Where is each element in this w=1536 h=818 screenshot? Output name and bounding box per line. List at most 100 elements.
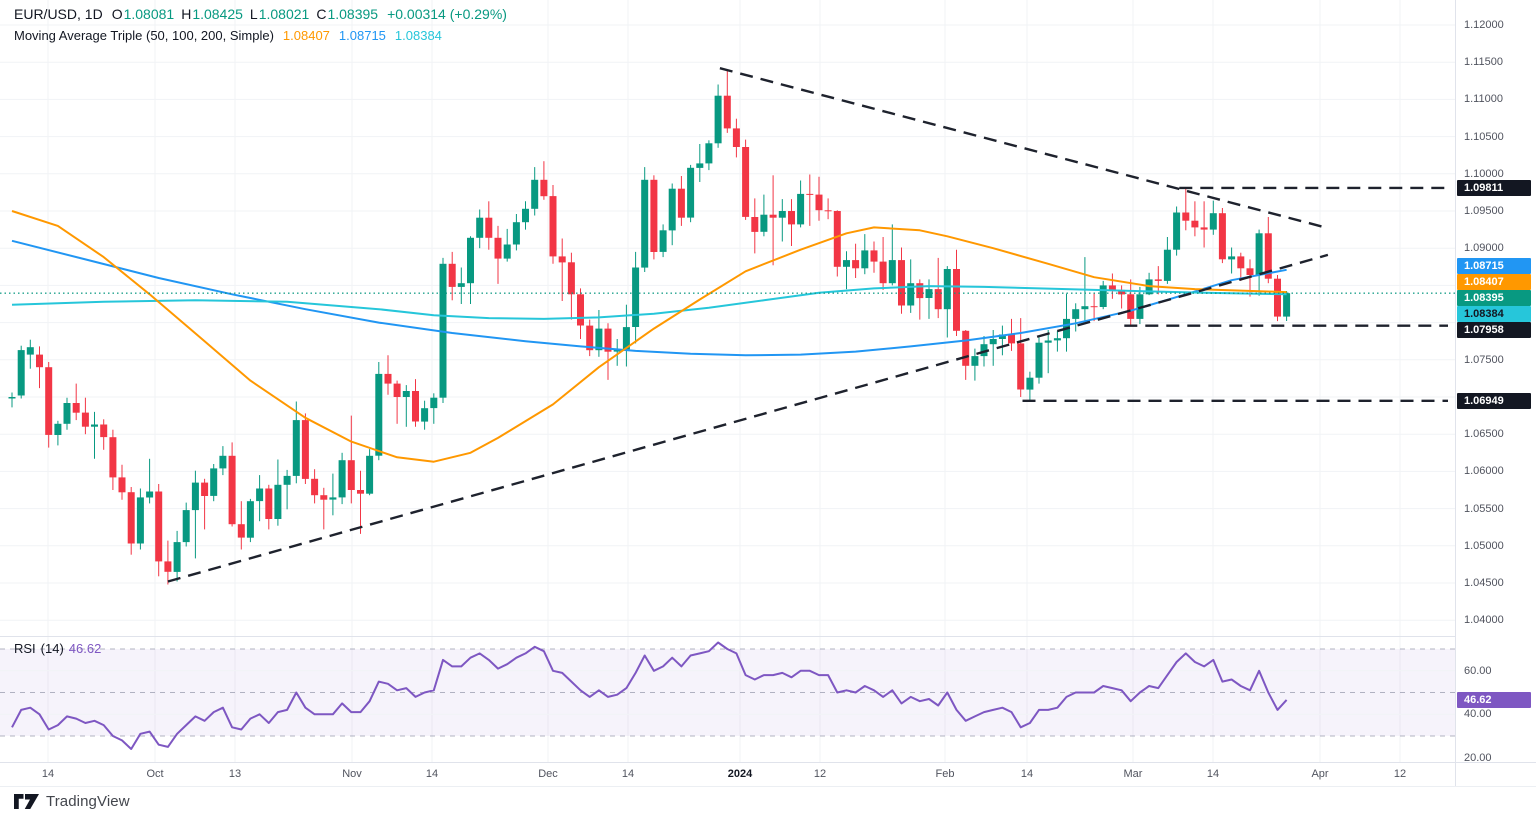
candle-down: [320, 495, 328, 500]
candle-down: [1182, 212, 1190, 221]
candle-down: [540, 179, 548, 197]
candle-up: [668, 188, 676, 231]
candle-up: [1053, 338, 1061, 341]
candle-down: [384, 373, 392, 384]
candle-down: [1127, 294, 1135, 319]
time-axis-label: 2024: [727, 768, 753, 780]
candle-down: [916, 283, 924, 299]
candle-up: [375, 373, 383, 456]
open-value: 1.08081: [123, 6, 175, 22]
tradingview-logo-text: TradingView: [46, 793, 130, 810]
candle-up: [522, 208, 529, 223]
candle-up: [91, 424, 98, 427]
rsi-param: (14): [40, 641, 64, 656]
time-axis-label: 12: [1393, 768, 1407, 780]
candle-down: [677, 188, 685, 218]
ma-indicator-title[interactable]: Moving Average Triple (50, 100, 200, Sim…: [14, 28, 274, 43]
candle-down: [549, 196, 557, 257]
candle-down: [650, 179, 658, 252]
candle-down: [879, 261, 887, 284]
candle-up: [1173, 212, 1181, 250]
candle-up: [467, 237, 474, 284]
candle-up: [476, 217, 484, 238]
candle-down: [118, 477, 126, 493]
trendline[interactable]: [167, 253, 1329, 583]
candle-up: [246, 501, 254, 538]
price-axis-label: 1.06000: [1464, 465, 1504, 477]
candle-down: [833, 211, 841, 267]
price-axis-label: 1.12000: [1464, 19, 1504, 31]
candle-up: [338, 460, 346, 498]
high-value: 1.08425: [192, 6, 243, 22]
chart-canvas[interactable]: [0, 0, 1455, 762]
candle-down: [1191, 220, 1199, 228]
candle-up: [989, 339, 997, 345]
candle-up: [402, 391, 410, 397]
time-axis-label: 12: [813, 768, 827, 780]
candle-down: [72, 403, 80, 413]
candle-down: [1200, 227, 1208, 230]
tradingview-logo[interactable]: TradingView: [14, 793, 130, 810]
price-axis-label: 1.05500: [1464, 503, 1504, 515]
candle-up: [366, 455, 374, 494]
candle-up: [182, 510, 190, 543]
candle-down: [1008, 334, 1015, 344]
candle-down: [448, 263, 456, 287]
candle-up: [659, 230, 667, 252]
symbol-legend-row[interactable]: EUR/USD, 1D O1.08081 H1.08425 L1.08021 C…: [14, 6, 507, 28]
candle-up: [1072, 309, 1080, 319]
rsi-axis-label: 60.00: [1464, 665, 1492, 677]
candle-up: [1228, 256, 1236, 260]
time-axis-label: 14: [621, 768, 635, 780]
price-axis-label: 1.04000: [1464, 614, 1504, 626]
candle-up: [63, 403, 71, 424]
candle-down: [852, 260, 860, 269]
candle-down: [577, 294, 584, 326]
rsi-title[interactable]: RSI: [14, 641, 36, 656]
price-axis-label: 1.06500: [1464, 428, 1504, 440]
time-axis-label: Apr: [1311, 768, 1329, 780]
rsi-indicator-legend[interactable]: RSI (14) 46.62: [14, 641, 101, 656]
rsi-band: [0, 649, 1455, 736]
ma-indicator-legend-row[interactable]: Moving Average Triple (50, 100, 200, Sim…: [14, 28, 507, 48]
price-axis[interactable]: 1.12000 1.11500 1.11000 1.10500 1.10000 1.095…: [1456, 0, 1536, 764]
price-axis-label: 1.09500: [1464, 205, 1504, 217]
candle-up: [17, 350, 25, 396]
candle-up: [219, 455, 227, 469]
candle-up: [54, 423, 62, 435]
candle-down: [237, 524, 245, 538]
time-axis[interactable]: 14 Oct 13 Nov 14 Dec 14 2024 12 Feb 14 Mar 14 Apr 12: [0, 763, 1455, 786]
price-axis-label: 1.09000: [1464, 242, 1504, 254]
candle-down: [45, 367, 53, 435]
price-level-badge: 1.08715: [1457, 258, 1531, 274]
candle-down: [201, 482, 209, 496]
candle-up: [1209, 213, 1217, 230]
candle-up: [613, 349, 621, 352]
price-level-badge: 1.08384: [1457, 306, 1531, 322]
candle-up: [778, 211, 786, 218]
candle-down: [1090, 306, 1098, 308]
candle-up: [136, 497, 144, 544]
pane-resize-handle[interactable]: [0, 636, 1455, 637]
trendline[interactable]: [719, 67, 1329, 230]
candle-down: [732, 128, 740, 147]
rsi-axis-label: 20.00: [1464, 752, 1492, 764]
candle-down: [155, 491, 163, 562]
candle-down: [357, 490, 364, 494]
candle-down: [586, 325, 594, 351]
time-axis-border: [0, 762, 1536, 763]
candle-down: [81, 412, 89, 427]
candle-down: [870, 250, 878, 262]
time-axis-label: Feb: [935, 768, 955, 780]
candle-down: [567, 262, 575, 295]
candle-down: [1218, 213, 1226, 260]
candle-down: [806, 193, 814, 195]
symbol-title[interactable]: EUR/USD, 1D: [14, 6, 103, 22]
price-axis-label: 1.05000: [1464, 540, 1504, 552]
candle-down: [494, 237, 502, 259]
rsi-value-badge: 46.62: [1457, 692, 1531, 708]
time-axis-label: 14: [1020, 768, 1034, 780]
candle-down: [558, 256, 566, 263]
candle-down: [953, 269, 960, 331]
candle-up: [1099, 285, 1107, 307]
